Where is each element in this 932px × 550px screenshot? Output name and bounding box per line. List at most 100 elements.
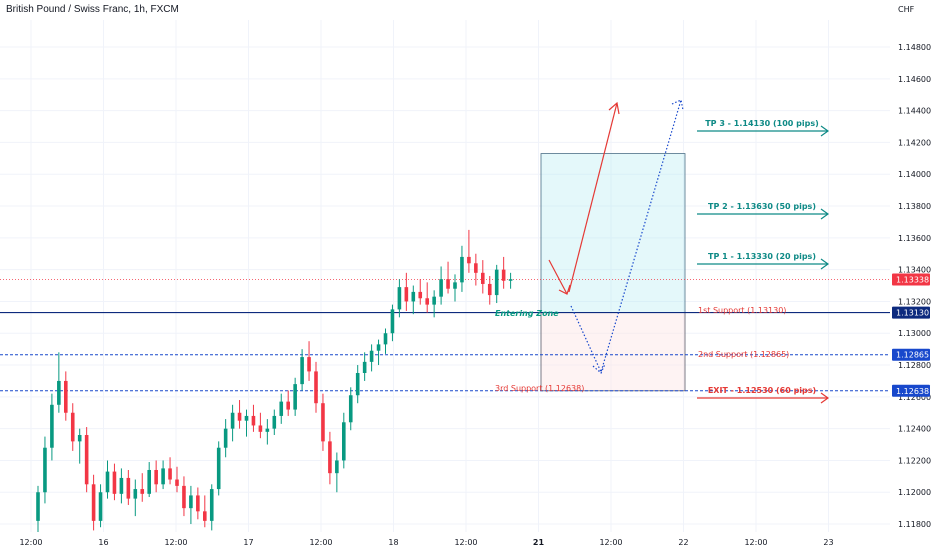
support2-label: 2nd Support (1.12865)	[698, 350, 789, 359]
candle-body	[425, 298, 429, 305]
candle-body	[91, 484, 96, 521]
candle-body	[175, 479, 179, 486]
candle-body	[362, 361, 367, 373]
x-tick-label: 21	[533, 538, 545, 547]
candle-body	[209, 489, 214, 521]
candle	[105, 460, 110, 499]
candle-body	[293, 384, 297, 410]
candle-body	[390, 309, 395, 334]
candle-body	[140, 489, 145, 494]
candle-body	[50, 404, 54, 448]
y-tick-label: 1.11800	[898, 520, 931, 529]
candle-body	[203, 511, 207, 521]
tp1-arrow-head	[820, 258, 830, 270]
candle	[474, 253, 478, 286]
candle-body	[230, 412, 235, 429]
candle-body	[258, 425, 263, 432]
candle-body	[432, 296, 436, 305]
support3-label: 3rd Support (1.12638)	[495, 384, 584, 393]
candle	[161, 460, 165, 490]
x-tick-label: 12:00	[744, 538, 767, 547]
candle-body	[383, 333, 388, 345]
candle	[57, 352, 61, 413]
candle-body	[265, 428, 270, 432]
time-axis[interactable]: 12:00 16 12:00 17 12:00 18 12:00 21 12:00 22 12:00…	[19, 538, 833, 547]
candle-body	[474, 263, 478, 273]
candle	[494, 264, 499, 304]
candle-body	[57, 380, 61, 405]
candle	[230, 404, 235, 442]
candle	[481, 260, 485, 294]
candle-body	[196, 495, 200, 512]
candle	[487, 276, 492, 305]
candle	[244, 409, 249, 437]
exit-label: EXIT - 1.12530 (60 pips)	[708, 386, 816, 395]
candle-body	[453, 282, 457, 289]
candle-body	[84, 435, 89, 485]
candle-body	[223, 428, 228, 448]
price-badge-label: 1.13338	[896, 275, 929, 284]
tp2-arrow-head	[820, 208, 830, 220]
candle-body	[64, 380, 68, 413]
candle-body	[508, 279, 513, 281]
x-tick-label: 12:00	[164, 538, 187, 547]
candle	[36, 485, 40, 532]
y-tick-label: 1.12800	[898, 361, 931, 370]
candle-body	[286, 401, 290, 410]
candle-body	[369, 350, 374, 362]
candle-body	[147, 469, 151, 494]
price-badge	[892, 273, 930, 286]
dip-arrow-head	[592, 363, 606, 374]
candle-body	[216, 447, 221, 490]
candle	[84, 427, 89, 493]
tp3-label: TP 3 - 1.14130 (100 pips)	[705, 119, 819, 128]
x-tick-label: 23	[823, 538, 833, 547]
candle-body	[36, 492, 40, 521]
candle	[91, 474, 96, 531]
candle	[237, 400, 242, 429]
candle	[460, 245, 464, 292]
candle-body	[411, 291, 416, 302]
support1-label: 1st Support (1.13130)	[698, 306, 786, 315]
candle-body	[501, 269, 506, 281]
candle	[154, 460, 158, 493]
candle	[307, 341, 311, 381]
candle-body	[161, 468, 165, 485]
candle-body	[105, 471, 110, 493]
candle-body	[418, 291, 423, 299]
bull-arrow	[568, 102, 618, 293]
candle	[196, 487, 200, 520]
candle-body	[272, 415, 277, 429]
entry-arrow-head	[558, 284, 571, 295]
candle	[411, 285, 416, 315]
candle-body	[279, 401, 284, 416]
candle-body	[342, 422, 346, 461]
y-tick-label: 1.14000	[898, 170, 931, 179]
candle-body	[446, 279, 450, 289]
x-tick-label: 22	[678, 538, 688, 547]
candle	[189, 485, 193, 525]
y-tick-label: 1.12200	[898, 456, 931, 465]
candle-body	[328, 441, 332, 474]
candle	[126, 469, 131, 505]
entering-zone-label: Entering Zone	[495, 309, 559, 318]
candle-body	[397, 287, 402, 310]
stop-zone	[540, 312, 686, 392]
price-axis[interactable]: 1.11800 1.12000 1.12200 1.12400 1.12600 1.128…	[898, 5, 931, 529]
target-zone	[540, 153, 686, 313]
x-tick-label: 17	[243, 538, 253, 547]
price-badge-label: 1.12638	[896, 387, 929, 396]
candle	[43, 436, 47, 504]
candle-body	[404, 287, 409, 302]
candle	[432, 290, 436, 318]
candle-body	[467, 256, 471, 264]
candle	[216, 441, 221, 496]
annotations: TP 3 - 1.14130 (100 pips) TP 2 - 1.13630 …	[495, 119, 830, 404]
entry-arrow	[548, 259, 568, 295]
candle	[446, 261, 450, 294]
candle	[168, 457, 172, 485]
candle-body	[355, 372, 360, 396]
candle	[286, 390, 290, 416]
x-tick-label: 12:00	[599, 538, 622, 547]
